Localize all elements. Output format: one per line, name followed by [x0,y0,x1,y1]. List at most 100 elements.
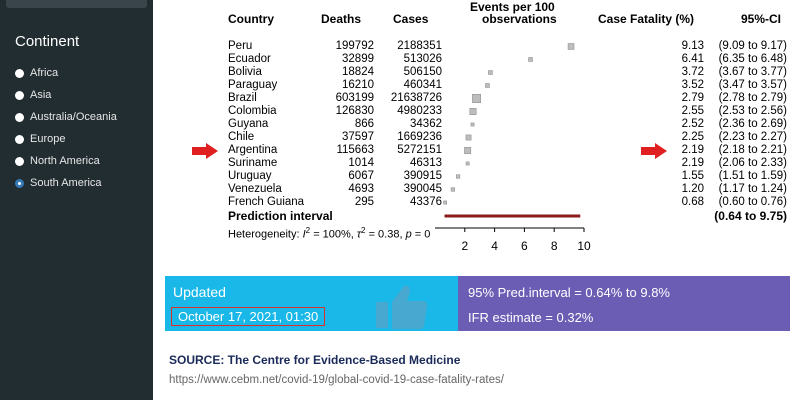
row-cfr: 1.20 [681,183,704,195]
row-deaths: 199792 [335,40,374,52]
header-cases: Cases [393,12,429,26]
estimate-marker [464,147,472,154]
x-axis-tick-label: 2 [461,239,468,253]
row-ci: (1.17 to 1.24) [718,183,787,195]
row-country: Guyana [228,118,269,130]
row-ci: (2.23 to 2.27) [718,131,787,143]
estimate-marker [465,161,470,166]
radio-button-selected-icon[interactable] [15,178,24,188]
forest-plot: Country Deaths Cases Events per 100 obse… [153,0,800,260]
row-cases: 1669236 [397,131,442,143]
ifr-text: IFR estimate = 0.32% [468,310,594,325]
row-country: Colombia [228,105,277,117]
updated-banner: Updated October 17, 2021, 01:30 [165,276,458,331]
row-country: Ecuador [228,53,271,65]
row-country: Peru [228,40,253,52]
row-ci: (2.18 to 2.21) [718,144,787,156]
row-cases: 46313 [410,157,442,169]
header-events-line2: observations [482,12,557,26]
row-cfr: 0.68 [681,196,704,208]
row-country: Suriname [228,157,278,169]
radio-label: Europe [30,133,66,145]
row-ci: (6.35 to 6.48) [718,53,787,65]
row-country: Venezuela [228,183,282,195]
radio-asia[interactable]: Asia [15,87,51,103]
row-cases: 43376 [410,196,442,208]
radio-button-icon[interactable] [15,68,24,78]
row-cases: 460341 [403,79,442,91]
row-country: Argentina [228,144,278,156]
row-cfr: 2.79 [681,92,704,104]
row-deaths: 1014 [348,157,374,169]
header-country: Country [228,12,274,26]
row-country: Brazil [228,92,257,104]
radio-australia-oceania[interactable]: Australia/Oceania [15,109,117,125]
row-ci: (2.06 to 2.33) [718,157,787,169]
row-cfr: 2.52 [681,118,704,130]
left-arrow-indicator-icon [192,143,218,159]
radio-south-america[interactable]: South America [15,175,102,191]
row-deaths: 126830 [335,105,374,117]
row-deaths: 115663 [336,144,374,156]
estimate-marker [488,70,493,75]
radio-label: Asia [30,89,52,101]
x-axis-tick-label: 4 [491,239,498,253]
updated-label: Updated [173,284,226,300]
row-deaths: 16210 [342,79,374,91]
row-cfr: 2.19 [681,144,704,156]
row-ci: (2.78 to 2.79) [718,92,787,104]
row-deaths: 4693 [348,183,374,195]
radio-button-icon[interactable] [15,134,24,144]
row-cfr: 3.52 [681,79,704,91]
source-title: SOURCE: The Centre for Evidence-Based Me… [169,353,461,367]
radio-europe[interactable]: Europe [15,131,65,147]
p-value: = 0 [414,228,431,241]
estimate-marker [450,187,455,192]
radio-button-icon[interactable] [15,90,24,100]
row-cases: 4980233 [397,105,442,117]
row-deaths: 866 [354,118,374,130]
radio-button-icon[interactable] [15,112,24,122]
row-ci: (1.51 to 1.59) [718,170,787,182]
row-cases: 2188351 [397,40,442,52]
estimate-marker [528,57,533,62]
sidebar-top-handle [6,0,147,8]
x-axis-tick-label: 10 [577,239,591,253]
prediction-label: Prediction interval [228,209,333,223]
row-cfr: 2.25 [681,131,704,143]
radio-north-america[interactable]: North America [15,153,100,169]
main-content: Country Deaths Cases Events per 100 obse… [153,0,800,400]
row-deaths: 6067 [348,170,374,182]
row-ci: (9.09 to 9.17) [718,40,787,52]
tau2-value: = 0.38, [368,228,406,241]
source-url[interactable]: https://www.cebm.net/covid-19/global-cov… [169,374,504,386]
row-ci: (2.36 to 2.69) [718,118,787,130]
row-ci: (0.60 to 0.76) [718,196,787,208]
estimate-marker [472,94,482,103]
row-country: Paraguay [228,79,278,91]
row-deaths: 603199 [335,92,374,104]
estimate-marker [443,200,447,205]
header-cfr: Case Fatality (%) [598,12,695,26]
row-country: Bolivia [228,66,262,78]
pred-interval-text: 95% Pred.interval = 0.64% to 9.8% [468,285,670,300]
radio-button-icon[interactable] [15,156,24,166]
row-cases: 34362 [410,118,442,130]
row-cfr: 2.19 [681,157,704,169]
row-cfr: 6.41 [681,53,704,65]
estimate-marker [469,108,477,115]
header-ci: 95%-CI [741,12,782,26]
estimate-marker [470,122,475,127]
row-cases: 21638726 [390,92,442,104]
row-deaths: 37597 [342,131,374,143]
x-axis-tick-label: 8 [551,239,558,253]
radio-africa[interactable]: Africa [15,65,58,81]
row-country: Chile [228,131,255,143]
sidebar: Continent Africa Asia Australia/Oceania … [0,0,153,400]
continent-heading: Continent [15,33,80,50]
header-events-line1: Events per 100 [470,0,555,14]
radio-label: Australia/Oceania [30,111,117,123]
row-ci: (3.47 to 3.57) [718,79,787,91]
row-country: French Guiana [228,196,305,208]
heterogeneity-label: Heterogeneity: [228,228,303,241]
